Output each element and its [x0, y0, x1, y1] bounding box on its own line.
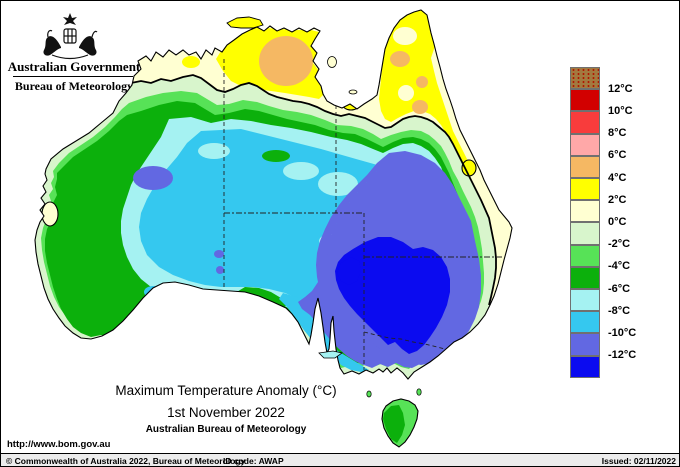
legend-tick-label: 8°C — [608, 127, 627, 140]
issued-text: Issued: 02/11/2022 — [601, 456, 676, 466]
legend-tick-label: -12°C — [608, 349, 637, 362]
footer-divider — [1, 453, 679, 454]
flinders-island — [416, 388, 422, 396]
government-title: Australian Government — [7, 59, 141, 74]
band-4-to-6-topend — [259, 36, 313, 86]
capeyork-cream-spot — [438, 74, 452, 90]
legend-swatch-pink — [570, 133, 600, 156]
band-2-to-4-capeyork — [379, 10, 471, 167]
zero-degree-contour — [130, 74, 497, 306]
footer-bar: © Commonwealth of Australia 2022, Bureau… — [1, 454, 679, 466]
sa-periwinkle-dot — [216, 266, 224, 274]
tiwi-islands — [226, 16, 264, 29]
groote-eylandt — [327, 56, 337, 68]
coat-of-arms-icon — [43, 13, 98, 60]
capeyork-cream-spot — [393, 27, 417, 45]
capeyork-orange-spot — [390, 51, 410, 67]
king-island — [366, 390, 372, 398]
bom-url: http://www.bom.gov.au — [7, 439, 111, 450]
legend-swatch-dark_red — [570, 89, 600, 112]
kangaroo-island — [318, 350, 343, 359]
legend-swatch-periwinkle — [570, 333, 600, 356]
tasmania-coastline — [381, 398, 419, 448]
legend-tick-label: 12°C — [608, 82, 633, 95]
legend-swatch-blue — [570, 355, 600, 378]
lightcyan-patch — [318, 172, 358, 196]
legend-swatch-light_green — [570, 244, 600, 267]
wa-periwinkle-blob — [133, 166, 173, 190]
legend-swatch-light_cyan — [570, 289, 600, 312]
legend-tick-label: -8°C — [608, 304, 631, 317]
map-title: Maximum Temperature Anomaly (°C) — [115, 383, 337, 398]
sharkbay-cream-spot — [41, 201, 59, 227]
band-below-minus12-west-lobe — [337, 257, 361, 285]
legend-swatch-red — [570, 111, 600, 134]
legend-swatch-brown — [570, 67, 600, 90]
legend-swatch-cyan — [570, 311, 600, 334]
copyright-text: © Commonwealth of Australia 2022, Bureau… — [6, 456, 246, 466]
legend-tick-label: 0°C — [608, 215, 627, 228]
legend-tick-label: -6°C — [608, 282, 631, 295]
bureau-title: Bureau of Meteorology — [14, 79, 134, 93]
legend-swatch-pale_green — [570, 222, 600, 245]
mornington-island — [348, 89, 358, 95]
map-date: 1st November 2022 — [167, 405, 285, 420]
map-title-block: Maximum Temperature Anomaly (°C) 1st Nov… — [56, 383, 396, 435]
legend-tick-label: 10°C — [608, 104, 633, 117]
capeyork-orange-spot — [416, 76, 428, 88]
lightcyan-patch — [283, 162, 319, 180]
legend-swatch-orange — [570, 155, 600, 178]
sa-periwinkle-dot — [214, 250, 224, 258]
band-minus10-to-minus12-main — [299, 151, 465, 368]
legend-swatch-yellow — [570, 178, 600, 201]
header-divider — [13, 76, 133, 77]
capeyork-orange-spot — [412, 100, 428, 114]
legend: 12°C 10°C 8°C 6°C 4°C 2°C 0°C -2°C -4°C -6°C -8°C -… — [570, 67, 679, 379]
id-code-text: ID code: AWAP — [223, 456, 284, 466]
legend-swatch-green — [570, 266, 600, 289]
legend-tick-label: 6°C — [608, 149, 627, 162]
lightcyan-patch — [198, 143, 230, 159]
interior-green-patch — [262, 150, 290, 162]
australia-coastline — [34, 9, 513, 380]
legend-tick-label: 4°C — [608, 171, 627, 184]
capeyork-cream-spot — [398, 85, 414, 101]
southwest-green-patch — [141, 303, 171, 325]
legend-tick-label: 2°C — [608, 193, 627, 206]
kimberley-yellow-spot — [182, 56, 200, 68]
legend-tick-label: -4°C — [608, 260, 631, 273]
band-minus8-to-minus10-viccoast — [331, 346, 369, 372]
map-attribution: Australian Bureau of Meteorology — [145, 424, 307, 435]
legend-tick-label: -2°C — [608, 238, 631, 251]
band-below-minus12 — [335, 237, 450, 354]
legend-tick-label: -10°C — [608, 326, 637, 339]
legend-swatch-cream — [570, 200, 600, 223]
